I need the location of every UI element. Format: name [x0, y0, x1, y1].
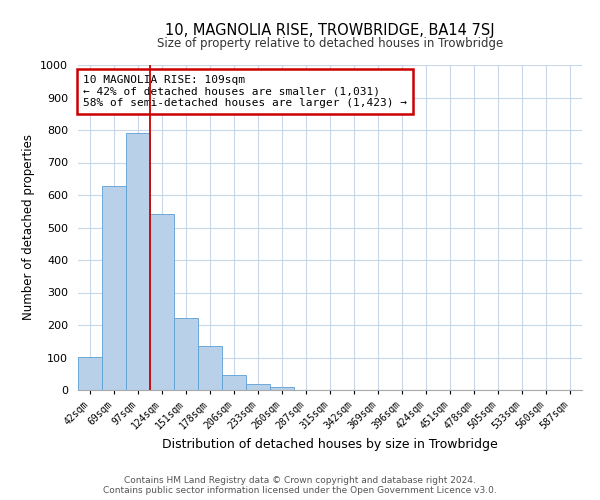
Text: Contains public sector information licensed under the Open Government Licence v3: Contains public sector information licen…: [103, 486, 497, 495]
Y-axis label: Number of detached properties: Number of detached properties: [22, 134, 35, 320]
Bar: [102, 186, 126, 390]
Bar: [246, 384, 270, 390]
Bar: [150, 214, 174, 390]
Text: Size of property relative to detached houses in Trowbridge: Size of property relative to detached ho…: [157, 38, 503, 51]
Text: 10, MAGNOLIA RISE, TROWBRIDGE, BA14 7SJ: 10, MAGNOLIA RISE, TROWBRIDGE, BA14 7SJ: [165, 22, 495, 38]
Text: Contains HM Land Registry data © Crown copyright and database right 2024.: Contains HM Land Registry data © Crown c…: [124, 476, 476, 485]
Bar: [198, 346, 222, 390]
Bar: [222, 376, 246, 390]
Text: 10 MAGNOLIA RISE: 109sqm
← 42% of detached houses are smaller (1,031)
58% of sem: 10 MAGNOLIA RISE: 109sqm ← 42% of detach…: [83, 74, 407, 108]
X-axis label: Distribution of detached houses by size in Trowbridge: Distribution of detached houses by size …: [162, 438, 498, 451]
Bar: [78, 356, 102, 390]
Bar: [126, 133, 150, 390]
Bar: [270, 387, 294, 390]
Bar: [174, 318, 198, 390]
